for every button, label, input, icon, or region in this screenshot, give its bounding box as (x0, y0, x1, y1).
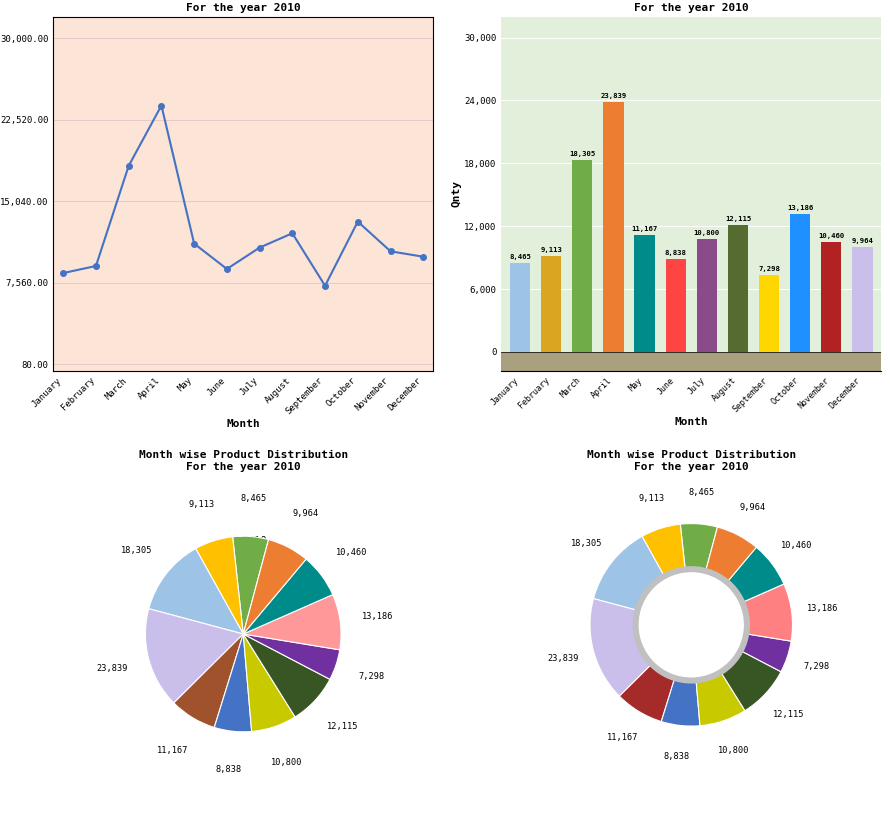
Text: 18,305: 18,305 (571, 539, 603, 548)
Text: 23,839: 23,839 (96, 664, 128, 673)
Text: 9,964: 9,964 (293, 509, 319, 518)
Bar (759, 276, 779, 352)
Wedge shape (232, 536, 269, 634)
Text: 7,298: 7,298 (359, 672, 385, 681)
Text: 8,838: 8,838 (215, 764, 242, 774)
X-axis label: Month: Month (226, 419, 260, 429)
Bar (541, 256, 562, 352)
Text: 18,305: 18,305 (570, 151, 595, 157)
Text: 10,800: 10,800 (271, 759, 302, 767)
Wedge shape (594, 536, 666, 611)
Bar (666, 259, 686, 352)
Bar (603, 102, 624, 352)
Text: 13,186: 13,186 (362, 613, 393, 622)
Legend: 2010: 2010 (216, 532, 271, 550)
Text: 7,298: 7,298 (804, 662, 829, 671)
Wedge shape (149, 549, 243, 634)
Wedge shape (243, 634, 340, 679)
Circle shape (639, 572, 744, 677)
Text: 8,465: 8,465 (688, 488, 715, 497)
Text: 13,186: 13,186 (806, 603, 838, 613)
Wedge shape (696, 670, 745, 725)
Bar (635, 235, 655, 352)
Wedge shape (243, 634, 330, 717)
Text: 23,839: 23,839 (601, 93, 627, 99)
Text: 9,113: 9,113 (189, 500, 215, 509)
Wedge shape (590, 598, 653, 696)
Bar (853, 247, 872, 352)
Bar (790, 213, 810, 352)
Bar (501, 352, 881, 371)
Wedge shape (661, 676, 700, 726)
Wedge shape (196, 537, 243, 634)
Wedge shape (719, 649, 781, 710)
X-axis label: Month: Month (675, 417, 708, 427)
Bar (510, 263, 530, 352)
Text: 9,113: 9,113 (540, 247, 562, 253)
Wedge shape (214, 634, 252, 732)
Text: 11,167: 11,167 (631, 226, 658, 232)
Wedge shape (738, 633, 791, 671)
Wedge shape (705, 527, 756, 584)
Text: 8,838: 8,838 (664, 752, 691, 761)
Text: 7,298: 7,298 (758, 266, 780, 272)
Wedge shape (243, 540, 306, 634)
Wedge shape (243, 594, 341, 650)
Text: 23,839: 23,839 (547, 654, 579, 663)
Circle shape (633, 566, 750, 684)
Text: 10,460: 10,460 (781, 541, 813, 550)
Text: 8,465: 8,465 (509, 254, 531, 260)
Text: 9,113: 9,113 (638, 494, 664, 503)
Text: 11,167: 11,167 (158, 745, 189, 754)
Text: 13,186: 13,186 (787, 204, 813, 211)
Bar (697, 239, 717, 352)
Wedge shape (145, 608, 243, 703)
Text: 10,800: 10,800 (693, 230, 720, 236)
Text: 18,305: 18,305 (120, 546, 152, 555)
Bar (728, 225, 748, 352)
Title: Month wise Product Distribution
For the year 2010: Month wise Product Distribution For the … (587, 0, 796, 13)
Text: 9,964: 9,964 (740, 503, 765, 512)
Text: 10,460: 10,460 (818, 233, 845, 239)
Wedge shape (642, 525, 685, 579)
Wedge shape (740, 584, 792, 641)
Wedge shape (243, 559, 333, 634)
Text: 8,465: 8,465 (240, 494, 267, 503)
Wedge shape (174, 634, 243, 727)
Text: 12,115: 12,115 (328, 722, 359, 730)
Text: 12,115: 12,115 (773, 710, 805, 720)
Wedge shape (243, 634, 295, 731)
Wedge shape (619, 662, 676, 721)
Wedge shape (680, 524, 717, 574)
Text: 9,964: 9,964 (852, 238, 873, 244)
Title: Month wise Product Distribution
For the year 2010: Month wise Product Distribution For the … (139, 0, 348, 13)
Bar (821, 242, 841, 352)
Y-axis label: Qnty: Qnty (451, 180, 462, 208)
Bar (572, 160, 593, 352)
Text: 12,115: 12,115 (724, 216, 751, 222)
Text: 8,838: 8,838 (665, 250, 687, 256)
Title: Month wise Product Distribution
For the year 2010: Month wise Product Distribution For the … (139, 450, 348, 471)
Text: 10,460: 10,460 (336, 548, 368, 557)
Title: Month wise Product Distribution
For the year 2010: Month wise Product Distribution For the … (587, 450, 796, 471)
Wedge shape (725, 547, 784, 603)
Text: 11,167: 11,167 (607, 734, 638, 743)
Text: 10,800: 10,800 (717, 746, 749, 754)
